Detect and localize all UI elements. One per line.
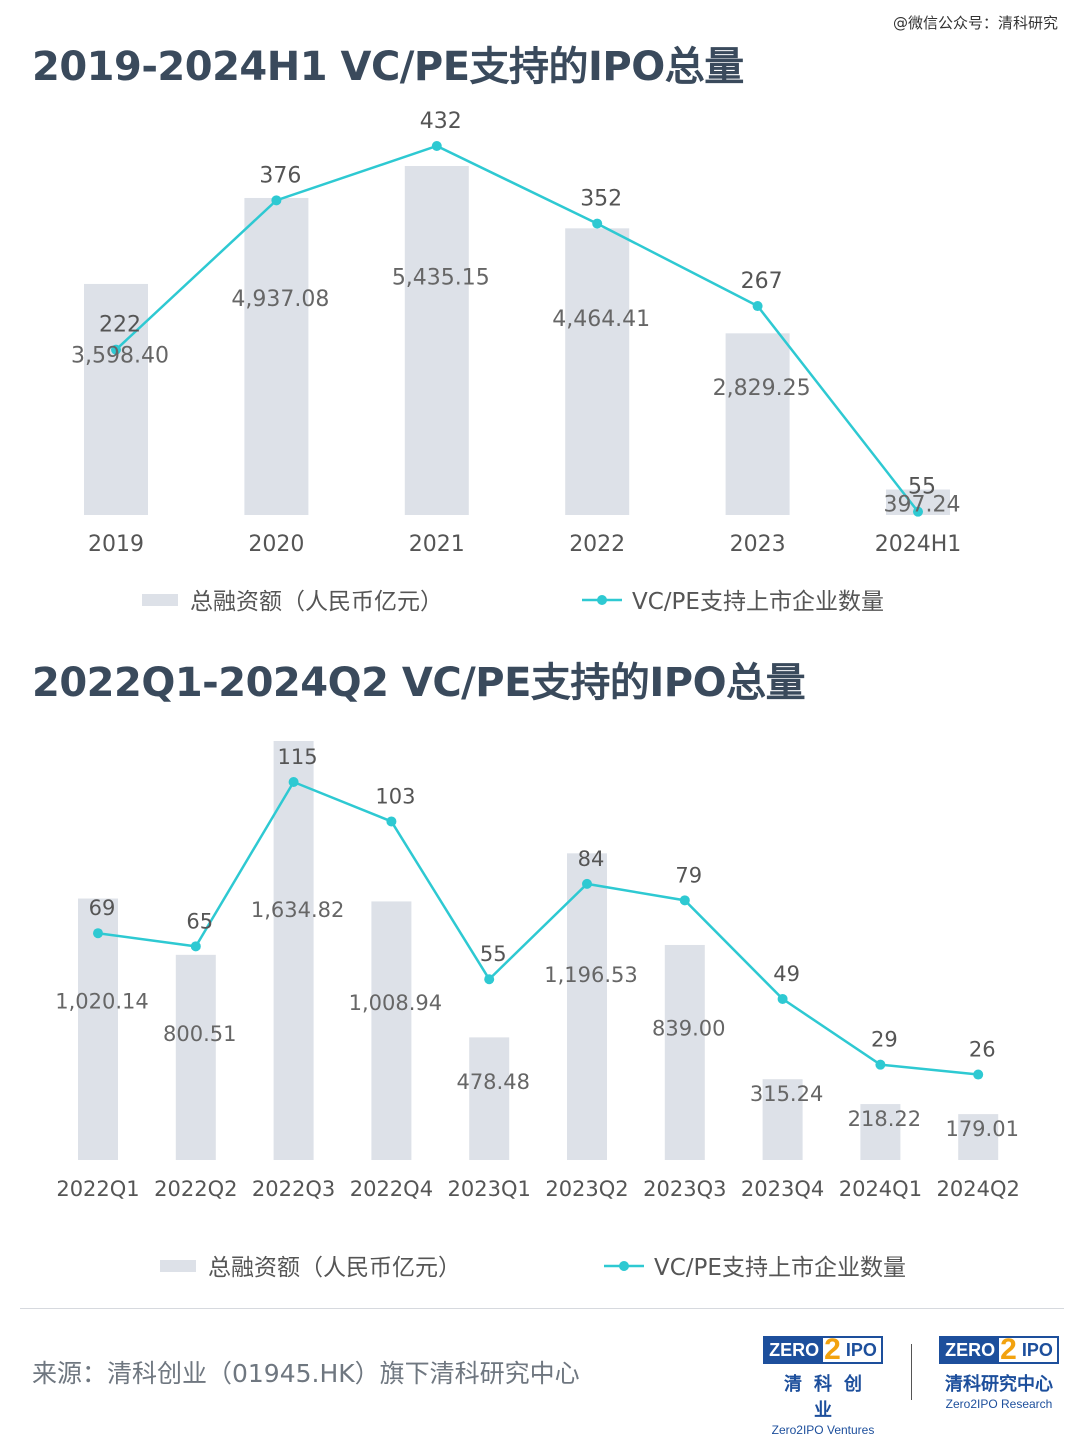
x-tick-label: 2022Q3 <box>252 1177 335 1201</box>
line-value-label: 79 <box>675 863 702 887</box>
bar-value-label: 800.51 <box>163 1022 236 1046</box>
line-point-2022 <box>592 218 603 229</box>
chart-annual: 3,598.40 4,937.08 5,435.15 4,464.41 2,829.25… <box>71 109 962 615</box>
bar-value-label: 4,464.41 <box>552 307 650 332</box>
x-tick-label: 2022Q2 <box>154 1177 237 1201</box>
zero2ipo-research-logo: ZERO 2 IPO 清科研究中心 Zero2IPO Research <box>938 1335 1060 1411</box>
line-point-2020 <box>271 195 282 206</box>
bar-value-label: 315.24 <box>750 1082 823 1106</box>
bar-2022Q3 <box>273 741 314 1160</box>
line-value-label: 376 <box>259 163 301 188</box>
chart-quarterly: 1,020.14 800.51 1,634.82 1,008.94 478.48 1,19… <box>55 741 1020 1281</box>
legend-bar-swatch <box>160 1260 196 1272</box>
chart-title-quarterly: 2022Q1-2024Q2 VC/PE支持的IPO总量 <box>32 660 806 706</box>
bar-value-label: 3,598.40 <box>71 344 169 369</box>
logo-separator <box>911 1344 912 1400</box>
line-point-2024Q1 <box>875 1059 886 1070</box>
x-tick-label: 2019 <box>88 532 144 557</box>
bar-value-label: 1,008.94 <box>349 991 443 1015</box>
bar-2022Q2 <box>175 954 216 1160</box>
line-value-label: 29 <box>871 1028 898 1052</box>
x-tick-label: 2022Q1 <box>56 1177 139 1201</box>
line-point-2022Q2 <box>190 941 201 952</box>
bar-2022Q4 <box>371 901 412 1160</box>
chart-title-annual: 2019-2024H1 VC/PE支持的IPO总量 <box>32 44 744 90</box>
bar-2024Q2 <box>958 1114 999 1160</box>
x-tick-label: 2020 <box>248 532 304 557</box>
bar-2020 <box>244 197 309 515</box>
bar-value-label: 478.48 <box>456 1070 529 1094</box>
watermark: @微信公众号：清科研究 <box>892 14 1058 32</box>
line-point-2023Q1 <box>484 974 495 985</box>
x-tick-label: 2021 <box>409 532 465 557</box>
line-value-label: 49 <box>773 962 800 986</box>
bar-value-label: 1,196.53 <box>544 963 638 987</box>
line-series <box>97 780 979 1076</box>
bar-value-label: 179.01 <box>945 1117 1018 1141</box>
bar-value-label: 1,020.14 <box>55 989 149 1013</box>
line-value-label: 55 <box>908 475 936 500</box>
zero2ipo-ventures-logo: ZERO 2 IPO 清科创业 Zero2IPO Ventures <box>760 1335 886 1437</box>
line-value-label: 65 <box>186 909 213 933</box>
bar-2022Q1 <box>78 898 118 1160</box>
bar-2023 <box>725 333 790 515</box>
line-value-label: 115 <box>278 745 318 769</box>
bar-2022 <box>565 228 630 515</box>
legend-bar-label: 总融资额（人民币亿元） <box>208 1255 461 1281</box>
x-tick-label: 2023Q1 <box>448 1177 531 1201</box>
legend-line-marker <box>619 1261 629 1271</box>
line-point-2022Q4 <box>386 816 397 827</box>
x-tick-label: 2023Q4 <box>741 1177 824 1201</box>
line-series <box>115 144 919 513</box>
legend-line-label: VC/PE支持上市企业数量 <box>654 1255 906 1281</box>
line-point-2023Q4 <box>777 993 788 1004</box>
line-point-2023Q2 <box>582 878 592 889</box>
x-tick-label: 2023Q3 <box>643 1177 726 1201</box>
line-point-2021 <box>431 141 442 151</box>
line-value-label: 222 <box>99 313 141 338</box>
x-tick-label: 2024H1 <box>875 532 962 557</box>
bar-value-label: 4,937.08 <box>231 287 329 312</box>
bar-2023Q2 <box>567 853 607 1160</box>
bar-2024Q1 <box>860 1104 901 1160</box>
line-value-label: 267 <box>741 269 783 294</box>
line-point-2024Q2 <box>973 1069 984 1080</box>
line-point-2022Q1 <box>93 928 103 939</box>
line-value-label: 84 <box>578 847 605 871</box>
bar-2019 <box>84 283 148 515</box>
line-value-label: 103 <box>375 784 415 808</box>
line-point-2019 <box>111 344 121 355</box>
bar-2023Q1 <box>469 1037 510 1160</box>
legend-bar-swatch <box>142 594 178 606</box>
line-point-2023Q3 <box>679 895 690 906</box>
legend-bar-label: 总融资额（人民币亿元） <box>190 589 443 615</box>
line-value-label: 69 <box>89 896 116 920</box>
legend-line-label: VC/PE支持上市企业数量 <box>632 589 884 615</box>
x-tick-label: 2024Q2 <box>937 1177 1020 1201</box>
line-value-label: 352 <box>580 187 622 212</box>
footer-divider <box>20 1308 1064 1309</box>
bar-value-label: 1,634.82 <box>251 898 345 922</box>
line-point-2023 <box>752 301 763 312</box>
source-note: 来源：清科创业（01945.HK）旗下清科研究中心 <box>32 1359 580 1388</box>
legend-line-marker <box>597 595 607 605</box>
x-tick-label: 2022 <box>569 532 625 557</box>
bar-2021 <box>404 166 469 515</box>
line-value-label: 26 <box>969 1038 996 1062</box>
x-tick-label: 2024Q1 <box>839 1177 922 1201</box>
x-tick-label: 2023Q2 <box>545 1177 628 1201</box>
line-value-label: 432 <box>420 109 462 134</box>
bar-value-label: 5,435.15 <box>392 266 490 291</box>
bar-2023Q4 <box>762 1079 803 1160</box>
bar-value-label: 397.24 <box>884 492 961 517</box>
x-tick-label: 2022Q4 <box>350 1177 433 1201</box>
x-tick-label: 2023 <box>730 532 786 557</box>
line-point-2024H1 <box>913 506 923 517</box>
bar-value-label: 2,829.25 <box>713 376 811 401</box>
bar-2023Q3 <box>664 944 705 1160</box>
line-value-label: 55 <box>480 942 507 966</box>
line-point-2022Q3 <box>288 777 299 787</box>
bar-value-label: 218.22 <box>848 1107 921 1131</box>
bar-value-label: 839.00 <box>652 1016 725 1040</box>
